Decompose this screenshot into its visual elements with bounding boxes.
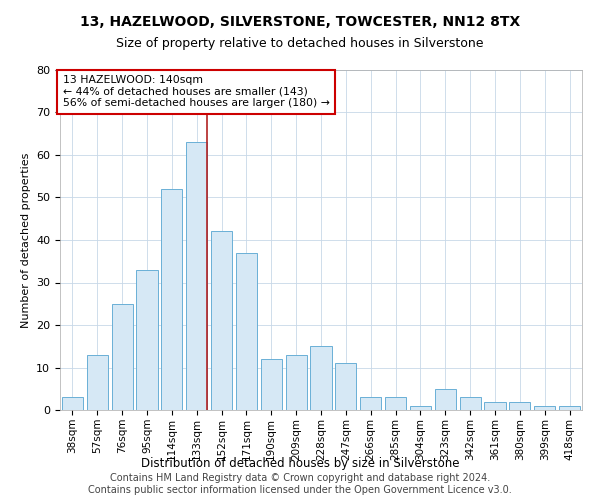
Bar <box>360 397 381 410</box>
Bar <box>559 406 580 410</box>
Bar <box>286 355 307 410</box>
Bar <box>136 270 158 410</box>
Bar <box>509 402 530 410</box>
Bar <box>385 397 406 410</box>
Text: Distribution of detached houses by size in Silverstone: Distribution of detached houses by size … <box>141 458 459 470</box>
Bar <box>261 359 282 410</box>
Bar <box>186 142 207 410</box>
Bar <box>534 406 555 410</box>
Bar <box>410 406 431 410</box>
Text: 13, HAZELWOOD, SILVERSTONE, TOWCESTER, NN12 8TX: 13, HAZELWOOD, SILVERSTONE, TOWCESTER, N… <box>80 15 520 29</box>
Bar <box>112 304 133 410</box>
Bar <box>62 397 83 410</box>
Text: Contains HM Land Registry data © Crown copyright and database right 2024.
Contai: Contains HM Land Registry data © Crown c… <box>88 474 512 495</box>
Y-axis label: Number of detached properties: Number of detached properties <box>20 152 31 328</box>
Text: Size of property relative to detached houses in Silverstone: Size of property relative to detached ho… <box>116 38 484 51</box>
Text: 13 HAZELWOOD: 140sqm
← 44% of detached houses are smaller (143)
56% of semi-deta: 13 HAZELWOOD: 140sqm ← 44% of detached h… <box>62 75 329 108</box>
Bar <box>335 363 356 410</box>
Bar <box>236 252 257 410</box>
Bar <box>87 355 108 410</box>
Bar <box>310 346 332 410</box>
Bar <box>211 232 232 410</box>
Bar <box>435 389 456 410</box>
Bar <box>161 189 182 410</box>
Bar <box>484 402 506 410</box>
Bar <box>460 397 481 410</box>
